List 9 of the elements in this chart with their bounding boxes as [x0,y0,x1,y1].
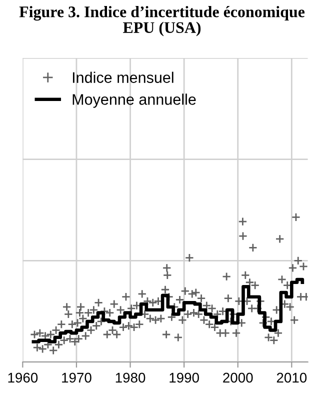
x-tick-label: 1980 [116,372,146,383]
chart-title: Figure 3. Indice d’incertitude économique EPU (USA) [19,6,305,36]
x-tick-label: 2010 [276,372,307,383]
legend-label: Indice mensuel [72,72,174,83]
legend-label: Moyenne annuelle [72,94,196,108]
x-tick-label: 2000 [223,372,253,383]
x-tick-label: 1990 [170,372,199,383]
x-tick-label: 1960 [8,372,38,383]
x-tick-label: 1970 [62,372,92,383]
